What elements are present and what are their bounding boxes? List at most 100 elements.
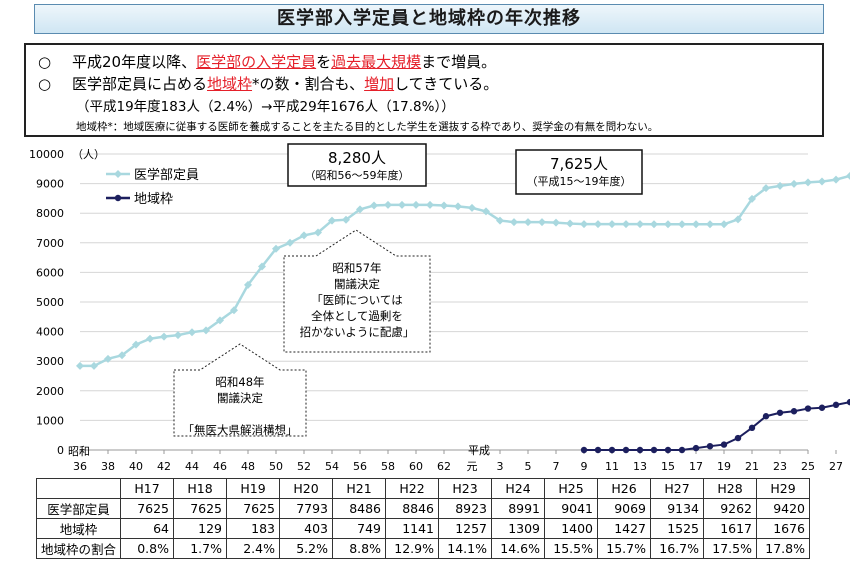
table-cell: 1525	[650, 518, 704, 539]
footnote: 地域枠*：地域医療に従事する医師を養成することを主たる目的とした学生を選抜する枠…	[76, 121, 659, 133]
x-tick-label: 9	[581, 460, 588, 473]
table-cell: 8991	[491, 498, 545, 519]
x-tick-label: 27	[829, 460, 843, 473]
annotation-box	[515, 149, 643, 195]
table-header-row: H17 H18 H19 H20 H21 H22 H23 H24 H25 H26 H27 H28 H29	[36, 478, 810, 499]
y-tick-label: 4000	[36, 326, 64, 339]
data-point	[132, 340, 140, 349]
y-unit-label: （人）	[72, 148, 105, 161]
table-cell: 64	[120, 518, 174, 539]
text: まで増員。	[421, 53, 497, 71]
table-cell: 8486	[332, 498, 386, 519]
table-cell: 1400	[544, 518, 598, 539]
data-point	[832, 401, 840, 409]
data-point	[706, 442, 714, 450]
table-cell: 0.8%	[120, 538, 174, 559]
data-point	[776, 181, 784, 190]
table-cell: 17.5%	[703, 538, 757, 559]
highlight-text: 過去最大規模	[331, 53, 422, 71]
text: *の数・割合も、	[252, 75, 365, 93]
table-cell: 14.6%	[491, 538, 545, 559]
table-cell: 7625	[173, 498, 227, 519]
row-label: 地域枠	[36, 518, 121, 539]
data-table: H17 H18 H19 H20 H21 H22 H23 H24 H25 H26 H27 H28 H29 医…	[36, 478, 810, 559]
highlight-text: 増加	[364, 75, 395, 93]
y-tick-label: 0	[57, 444, 64, 457]
annotation-period: （昭和56～59年度）	[305, 168, 410, 182]
x-tick-label: 19	[717, 460, 731, 473]
data-point	[762, 184, 770, 193]
data-point	[510, 218, 518, 227]
data-point	[580, 220, 588, 229]
table-cell: 183	[226, 518, 280, 539]
table-cell: 12.9%	[385, 538, 439, 559]
table-cell: 7625	[120, 498, 174, 519]
column-header: H26	[597, 478, 651, 499]
table-cell: 9420	[756, 498, 810, 519]
data-point	[230, 306, 238, 315]
annotation-line: 閣議決定	[334, 277, 380, 291]
data-point	[790, 408, 798, 415]
data-point	[216, 316, 224, 325]
data-point	[622, 220, 630, 229]
data-point	[552, 218, 560, 227]
summary-detail: （平成19年度183人（2.4%）→平成29年1676人（17.8%））	[76, 99, 455, 115]
data-point	[692, 220, 700, 229]
annotation-line: 全体として過剰を	[311, 309, 403, 323]
table-cell: 749	[332, 518, 386, 539]
table-cell: 8846	[385, 498, 439, 519]
table-cell: 1617	[703, 518, 757, 539]
annotation-value: 8,280人	[328, 149, 386, 167]
text: 医学部定員に占める	[72, 75, 208, 93]
data-point	[398, 200, 406, 209]
row-label: 地域枠の割合	[36, 538, 121, 559]
summary-line-2: ○ 医学部定員に占める地域枠*の数・割合も、増加してきている。	[38, 73, 498, 94]
page-title: 医学部入学定員と地域枠の年次推移	[34, 4, 824, 34]
table-cell: 1141	[385, 518, 439, 539]
column-header: H17	[120, 478, 174, 499]
table-cell: 1309	[491, 518, 545, 539]
data-point	[118, 351, 126, 360]
x-tick-label: 42	[157, 460, 171, 473]
x-tick-label: 54	[325, 460, 339, 473]
highlight-text: 地域枠	[207, 75, 253, 93]
data-point	[804, 178, 812, 187]
data-point	[90, 361, 98, 370]
annotation-line: 閣議決定	[217, 391, 263, 405]
data-point	[328, 216, 336, 225]
table-cell: 5.2%	[279, 538, 333, 559]
x-tick-label: 62	[437, 460, 451, 473]
table-cell: 9069	[597, 498, 651, 519]
table-cell: 17.8%	[756, 538, 810, 559]
data-point	[286, 238, 294, 247]
data-point	[608, 446, 616, 454]
annotation-period: （平成15～19年度）	[527, 174, 632, 188]
data-point	[776, 409, 784, 416]
data-point	[412, 200, 420, 209]
x-tick-label: 52	[297, 460, 311, 473]
column-header: H21	[332, 478, 386, 499]
table-row: 地域枠の割合 0.8% 1.7% 2.4% 5.2% 8.8% 12.9% 14.1% 14.6…	[36, 538, 810, 559]
annotation-box	[287, 143, 427, 187]
bullet-mark: ○	[38, 75, 52, 93]
table-cell: 403	[279, 518, 333, 539]
x-tick-label: 60	[409, 460, 423, 473]
table-cell: 8923	[438, 498, 492, 519]
y-tick-label: 8000	[36, 207, 64, 220]
x-tick-label: 13	[633, 460, 647, 473]
data-point	[482, 207, 490, 216]
data-point	[566, 219, 574, 228]
x-tick-label: 15	[661, 460, 675, 473]
legend-marker	[114, 194, 122, 202]
data-point	[664, 446, 672, 454]
data-point	[524, 218, 532, 227]
data-point	[608, 220, 616, 229]
column-header: H25	[544, 478, 598, 499]
data-point	[622, 446, 630, 454]
legend-label: 医学部定員	[134, 167, 199, 183]
data-point	[440, 201, 448, 210]
data-point	[832, 175, 840, 184]
data-point	[188, 328, 196, 337]
data-point	[846, 398, 850, 406]
data-point	[664, 220, 672, 229]
